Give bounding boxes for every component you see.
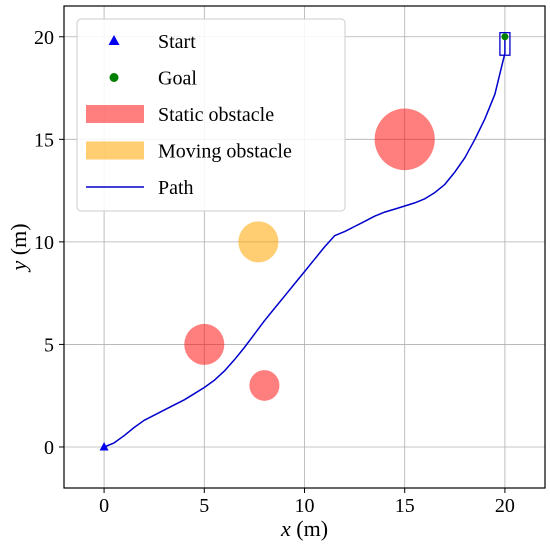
x-tick-label: 10 <box>295 495 315 517</box>
legend: Start Goal Static obstacle Moving obstacle P… <box>76 18 346 212</box>
legend-label-start: Start <box>158 31 196 53</box>
legend-label-static: Static obstacle <box>158 104 274 126</box>
legend-static-handle <box>86 105 144 123</box>
y-tick-label: 20 <box>34 27 54 49</box>
x-tick-label: 5 <box>199 495 209 517</box>
y-axis-var: y <box>6 261 31 273</box>
start-marker <box>99 441 109 451</box>
y-tick-label: 0 <box>44 437 54 459</box>
x-axis-label: x (m) <box>280 516 328 541</box>
y-axis-label: y (m) <box>6 223 31 272</box>
markers <box>99 32 511 451</box>
vehicle-box <box>499 32 511 56</box>
x-tick-label: 20 <box>495 495 515 517</box>
legend-label-goal: Goal <box>158 68 197 90</box>
x-tick-label: 0 <box>99 495 109 517</box>
x-tick-label: 15 <box>395 495 415 517</box>
static-obstacle <box>374 108 435 171</box>
y-axis-unit: (m) <box>6 223 31 260</box>
moving-obstacle <box>238 221 279 263</box>
legend-goal-handle <box>109 73 119 82</box>
path-line <box>103 36 506 448</box>
x-axis-unit: (m) <box>291 516 328 541</box>
path-layer <box>103 36 506 448</box>
ticks: 0 5 10 15 20 0 5 10 15 20 <box>34 27 515 517</box>
y-tick-label: 10 <box>34 232 54 254</box>
static-obstacle <box>184 323 225 365</box>
obstacles <box>184 108 435 401</box>
legend-label-moving: Moving obstacle <box>158 141 292 163</box>
x-axis-var: x <box>280 516 291 541</box>
y-tick-label: 5 <box>44 334 54 356</box>
y-tick-label: 15 <box>34 129 54 151</box>
legend-moving-handle <box>86 141 144 160</box>
static-obstacle <box>249 370 280 401</box>
legend-label-path: Path <box>158 177 194 199</box>
legend-box <box>76 18 346 212</box>
legend-start-handle <box>108 35 120 45</box>
goal-marker <box>501 33 509 41</box>
